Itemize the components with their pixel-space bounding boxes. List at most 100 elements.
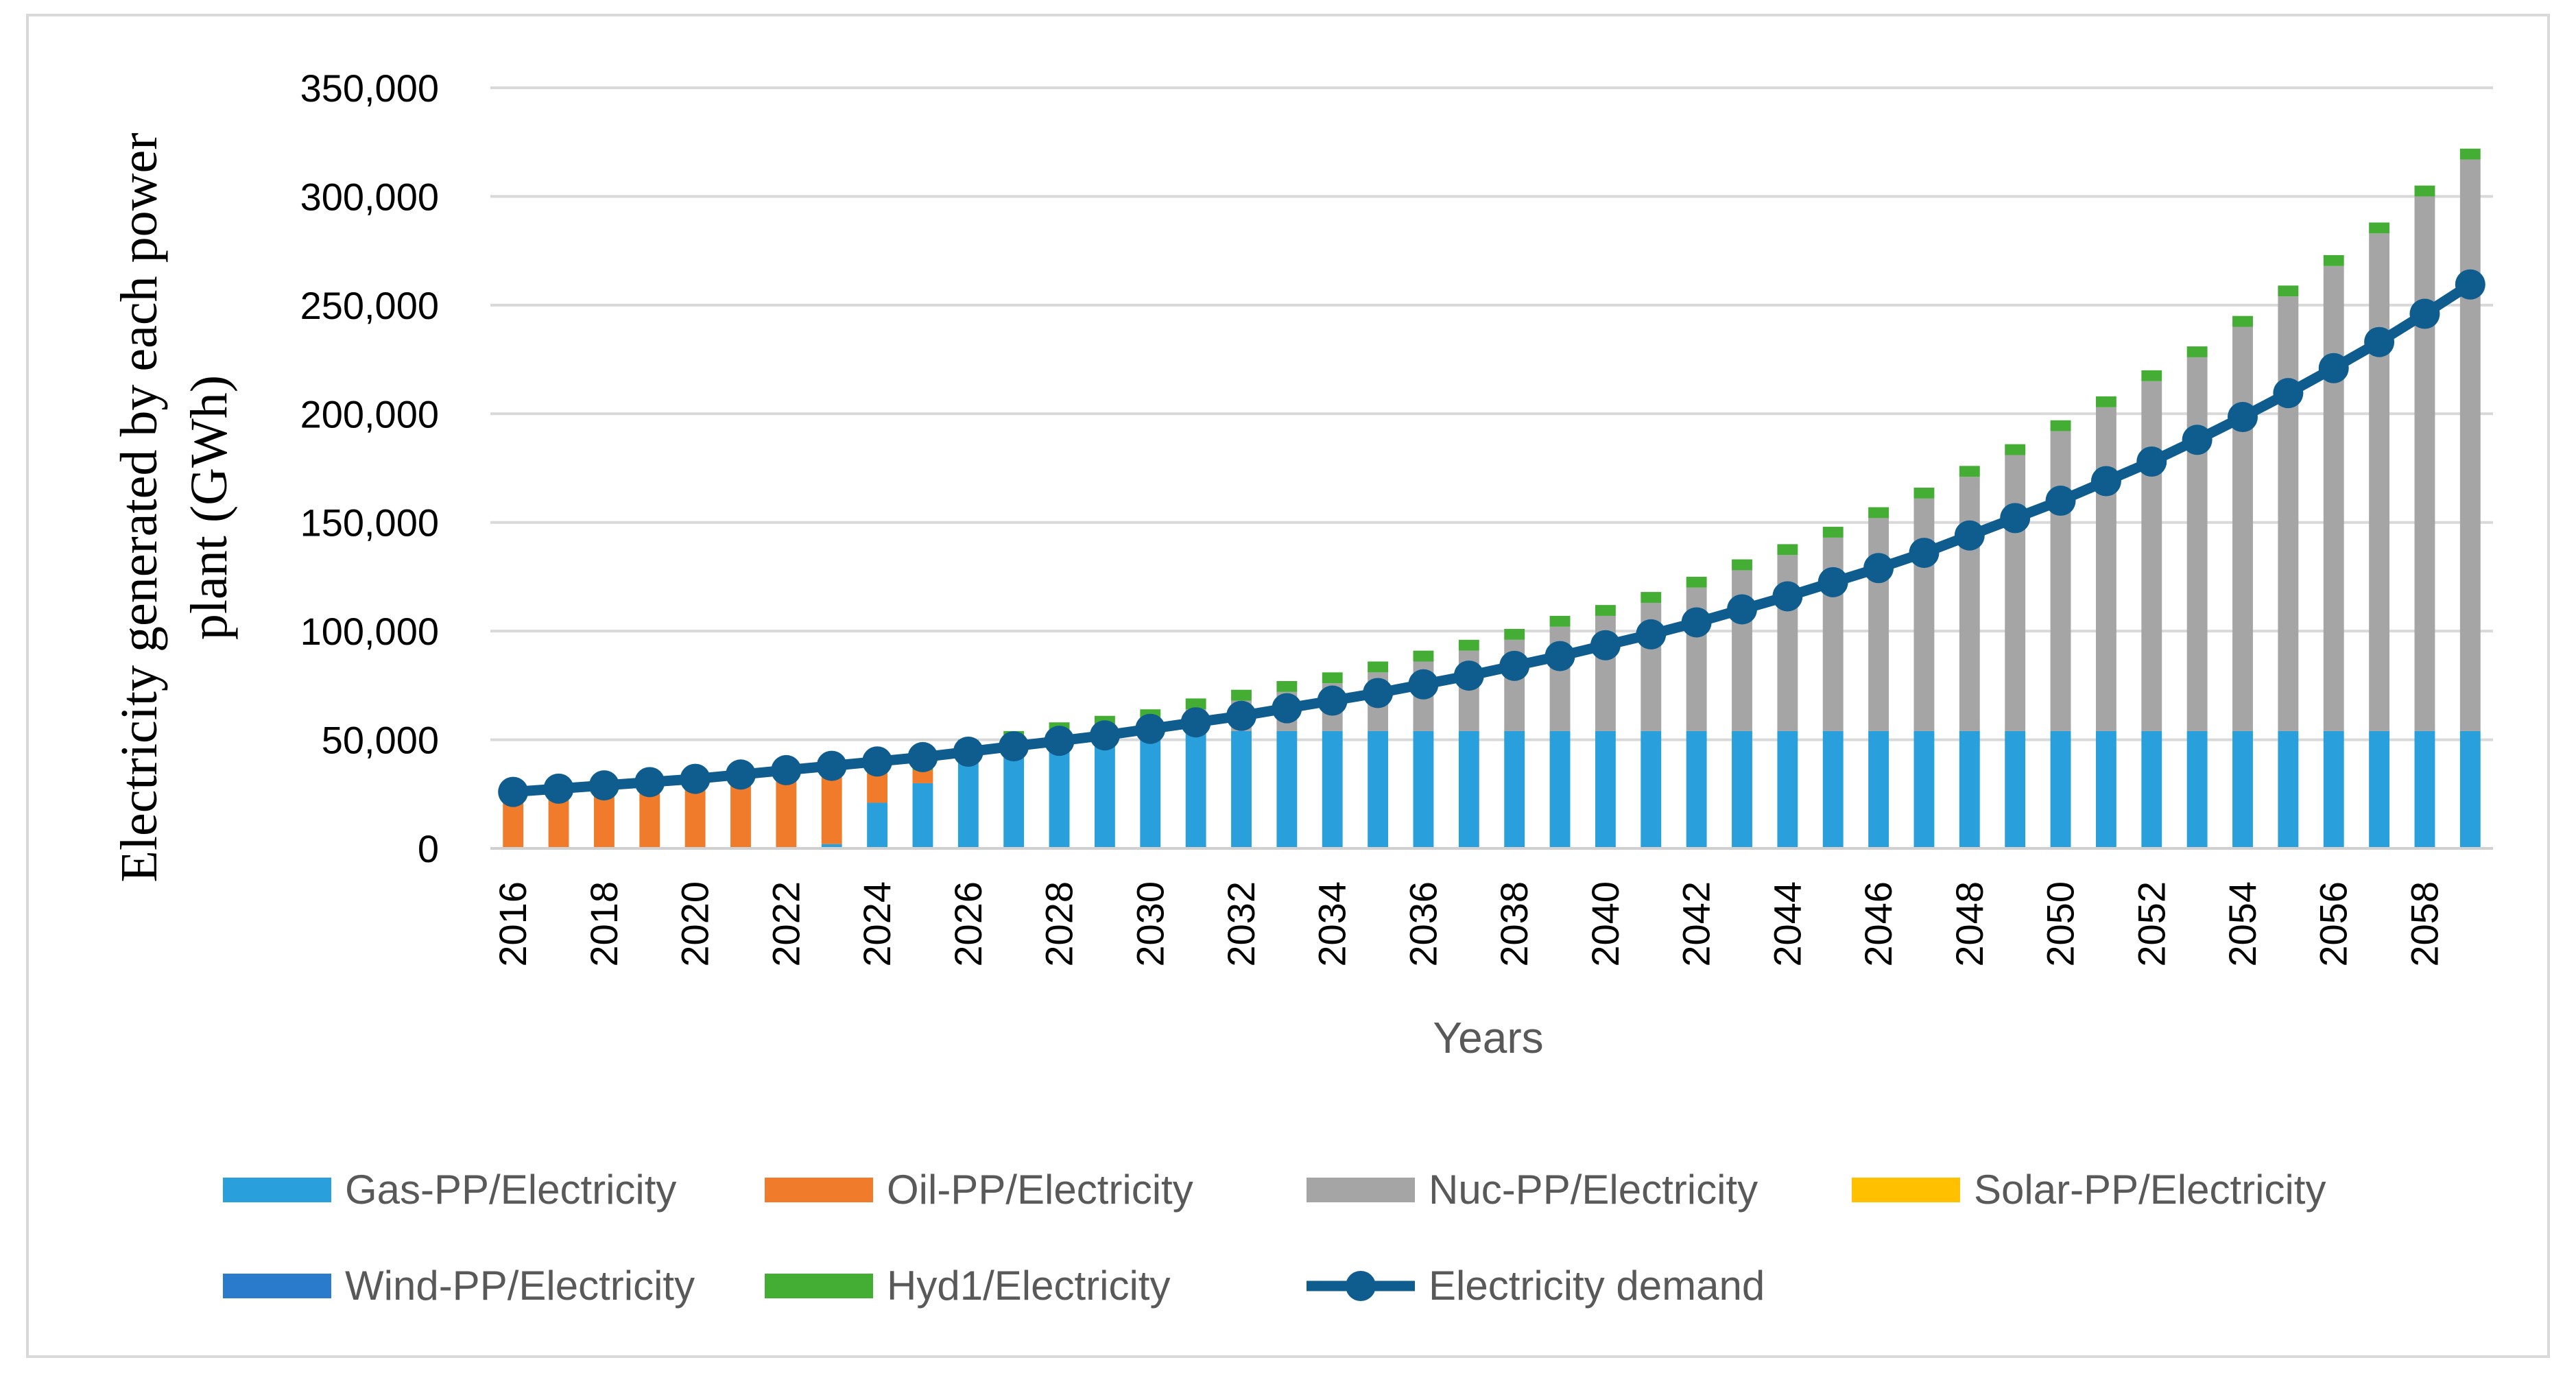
bar-segment-hyd1 (1595, 605, 1616, 616)
bar-segment-nuc-pp (2323, 265, 2344, 731)
bar-segment-hyd1 (1868, 507, 1889, 519)
x-tick-label: 2048 (1948, 881, 1991, 967)
x-tick-label: 2056 (2312, 881, 2355, 967)
x-tick-label: 2030 (1128, 881, 1171, 967)
bar-segment-hyd1 (2459, 148, 2481, 160)
legend-swatch (1852, 1178, 1960, 1202)
demand-point (1954, 520, 1985, 551)
bar-segment-gas-pp (2186, 730, 2208, 848)
demand-point (1727, 594, 1757, 625)
demand-point (999, 731, 1029, 762)
bar-segment-gas-pp (1959, 730, 1980, 848)
bar-segment-hyd1 (2323, 254, 2344, 266)
x-tick-label: 2058 (2402, 881, 2446, 967)
bar-segment-hyd1 (2005, 444, 2026, 455)
bar-segment-gas-pp (1732, 730, 1752, 848)
y-tick-label: 250,000 (300, 284, 439, 327)
legend-swatch (765, 1178, 873, 1202)
bar-segment-gas-pp (1413, 730, 1434, 848)
bar-segment-gas-pp (1276, 730, 1298, 848)
bar-segment-gas-pp (1868, 730, 1889, 848)
bar-segment-gas-pp (1822, 730, 1844, 848)
bar-segment-hyd1 (2232, 315, 2253, 327)
bar-segment-nuc-pp (2141, 381, 2162, 731)
demand-point (2228, 402, 2258, 433)
legend-label: Electricity demand (1429, 1263, 1765, 1309)
bar-segment-oil-pp (684, 783, 706, 848)
bar-segment-gas-pp (1777, 730, 1798, 848)
demand-point (1089, 720, 1120, 751)
x-tick-label: 2038 (1492, 881, 1536, 967)
bar-segment-gas-pp (1003, 746, 1025, 848)
demand-point (1180, 707, 1211, 738)
bar-segment-hyd1 (1185, 698, 1206, 710)
x-tick-label: 2026 (946, 881, 990, 967)
bar-segment-gas-pp (2050, 730, 2071, 848)
legend-label: Oil-PP/Electricity (887, 1167, 1193, 1213)
bar-segment-gas-pp (1913, 730, 1935, 848)
bar-segment-hyd1 (1276, 681, 1298, 692)
bar-segment-gas-pp (2369, 730, 2390, 848)
demand-point (2409, 298, 2440, 329)
bar-segment-gas-pp (2141, 730, 2162, 848)
demand-point (726, 759, 756, 790)
x-tick-label: 2034 (1311, 881, 1354, 967)
bar-segment-hyd1 (1504, 628, 1525, 640)
demand-point (2090, 466, 2121, 497)
bar-segment-hyd1 (1322, 672, 1343, 684)
demand-point (953, 736, 983, 767)
demand-point (2136, 446, 2167, 477)
demand-point (498, 776, 529, 807)
legend-swatch (765, 1274, 873, 1298)
bar-segment-hyd1 (2050, 420, 2071, 431)
demand-point (634, 767, 665, 798)
demand-point (1272, 693, 1302, 724)
demand-point (2455, 269, 2485, 300)
demand-point (1909, 538, 1940, 569)
bar-segment-gas-pp (2095, 730, 2116, 848)
bar-segment-hyd1 (1231, 689, 1252, 701)
demand-point (2182, 425, 2213, 455)
x-tick-label: 2032 (1219, 881, 1263, 967)
legend-swatch (1307, 1178, 1415, 1202)
demand-line-layer (498, 269, 2485, 807)
demand-point (1590, 630, 1621, 660)
demand-point (2318, 353, 2349, 383)
y-tick-labels: 0 50,000 100,000 150,000 200,000 250,000 300,0… (300, 67, 439, 870)
bar-segment-nuc-pp (2414, 196, 2435, 731)
bar-segment-gas-pp (1185, 733, 1206, 848)
bar-segment-oil-pp (548, 800, 569, 848)
x-tick-label: 2042 (1675, 881, 1718, 967)
bar-segment-nuc-pp (2050, 431, 2071, 731)
bar-segment-nuc-pp (2369, 233, 2390, 731)
bar-segment-gas-pp (2005, 730, 2026, 848)
y-tick-label: 50,000 (322, 719, 439, 762)
demand-point (907, 741, 938, 772)
bar-segment-hyd1 (2414, 185, 2435, 197)
demand-point (1681, 607, 1712, 638)
y-tick-label: 300,000 (300, 175, 439, 218)
legend: Gas-PP/Electricity Oil-PP/Electricity Nuc-… (223, 1167, 2326, 1309)
bar-segment-gas-pp (867, 802, 888, 848)
demand-point (2045, 486, 2076, 516)
demand-point (1317, 685, 1348, 716)
bar-segment-nuc-pp (1868, 518, 1889, 731)
bar-segment-hyd1 (1822, 527, 1844, 538)
bar-segment-gas-pp (2414, 730, 2435, 848)
demand-point (1817, 567, 1848, 597)
demand-point (543, 773, 574, 804)
bar-segment-nuc-pp (2095, 407, 2116, 731)
demand-point (862, 746, 893, 777)
x-tick-label: 2054 (2221, 881, 2264, 967)
y-tick-label: 200,000 (300, 392, 439, 436)
bar-segment-hyd1 (1413, 650, 1434, 662)
bar-segment-gas-pp (2232, 730, 2253, 848)
bar-segment-gas-pp (1458, 730, 1479, 848)
bar-segment-hyd1 (1777, 544, 1798, 556)
legend-swatch (223, 1178, 331, 1202)
demand-point (1135, 713, 1166, 744)
bar-segment-gas-pp (2459, 730, 2481, 848)
x-axis-label: Years (1433, 1013, 1543, 1062)
demand-point (1226, 700, 1256, 731)
x-tick-label: 2016 (491, 881, 534, 967)
